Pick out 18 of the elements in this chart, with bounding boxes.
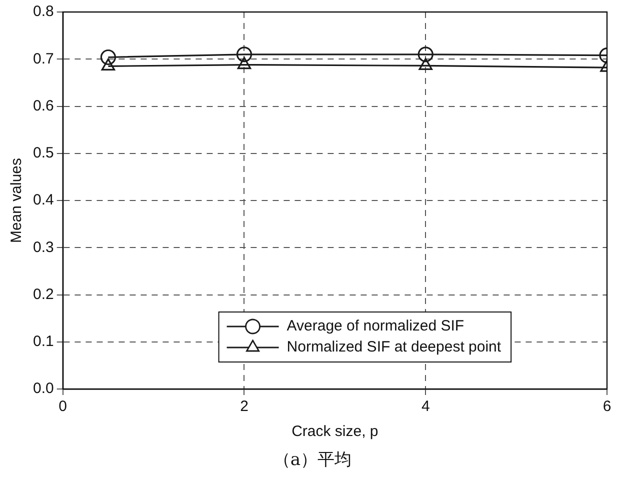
x-axis-title: Crack size, p <box>292 423 378 440</box>
y-tick-label: 0.3 <box>32 238 54 256</box>
x-tick-label: 4 <box>421 398 430 416</box>
legend-label: Normalized SIF at deepest point <box>286 338 502 356</box>
y-tick-label: 0.4 <box>32 192 54 209</box>
x-tick-label: 2 <box>240 398 248 416</box>
y-tick-label: 0.7 <box>32 50 54 68</box>
x-tick-label: 0 <box>58 398 68 416</box>
y-tick-label: 0.8 <box>32 3 54 20</box>
y-tick-label: 0.6 <box>32 97 54 114</box>
legend-label: Average of normalized SIF <box>286 318 464 335</box>
y-tick-label: 0.5 <box>32 144 54 162</box>
y-tick-label: 0.1 <box>32 333 54 350</box>
y-tick-label: 0.2 <box>32 286 54 303</box>
y-axis-title: Mean values <box>8 158 26 244</box>
y-tick-label: 0.0 <box>32 380 54 398</box>
text: （a）平均 <box>272 449 353 471</box>
x-tick-label: 6 <box>602 398 612 416</box>
